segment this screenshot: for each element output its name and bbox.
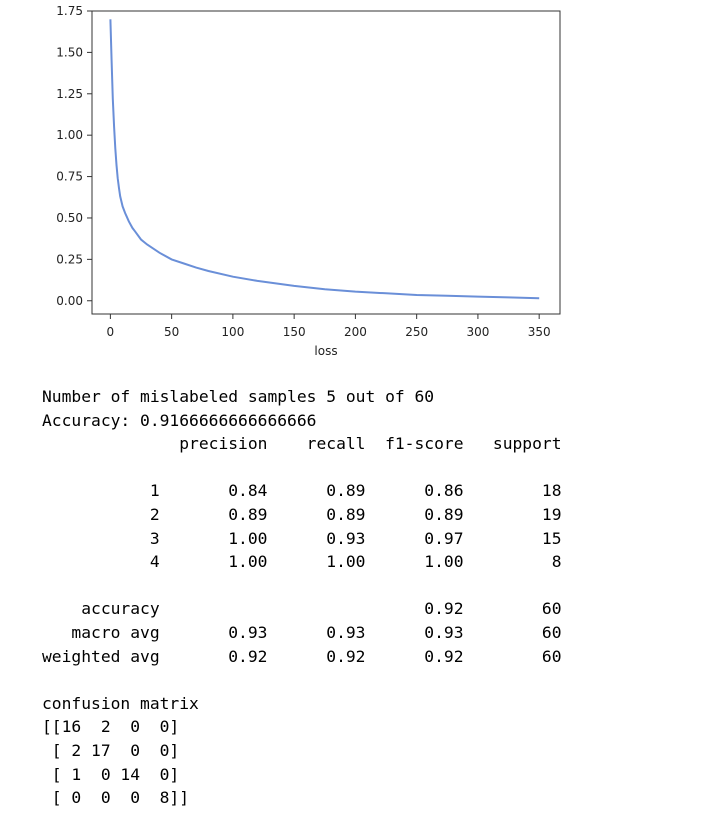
y-tick-label: 0.00 xyxy=(56,294,83,308)
plot-frame xyxy=(91,10,561,315)
loss-curve-line xyxy=(109,19,540,300)
x-tick-label: 350 xyxy=(528,325,551,339)
x-tick-label: 150 xyxy=(283,325,306,339)
loss-chart: 0 50 100 150 200 250 300 350 0.00 0.25 0.50 0.75 1.… xyxy=(56,4,561,358)
y-tick-label: 1.50 xyxy=(56,45,83,59)
x-tick-label: 0 xyxy=(107,325,115,339)
x-tick-label: 200 xyxy=(344,325,367,339)
x-tick-label: 250 xyxy=(405,325,428,339)
y-tick-label: 0.75 xyxy=(56,170,83,184)
x-tick-label: 300 xyxy=(466,325,489,339)
y-tick-label: 1.75 xyxy=(56,4,83,18)
confusion-title: confusion matrix xyxy=(42,693,199,713)
report-rows: 1 0.84 0.89 0.86 18 2 0.89 0.89 0.89 19 … xyxy=(149,481,562,572)
y-tick-label: 0.25 xyxy=(56,252,83,266)
report-summary: accuracy 0.92 60 macro avg 0.93 0.93 0.9… xyxy=(42,599,562,666)
confusion-matrix: [[16 2 0 0] [ 2 17 0 0] [ 1 0 14 0] [ 0 … xyxy=(42,717,190,808)
x-tick-label: 100 xyxy=(221,325,244,339)
y-tick-label: 1.25 xyxy=(56,87,83,101)
report-header: precision recall f1-score support xyxy=(42,434,562,454)
console-output: Number of mislabeled samples 5 out of 60… xyxy=(42,385,562,810)
x-axis-label: loss xyxy=(314,344,337,358)
x-axis: 0 50 100 150 200 250 300 350 xyxy=(107,314,551,339)
x-tick-label: 50 xyxy=(164,325,179,339)
y-axis: 0.00 0.25 0.50 0.75 1.00 1.25 1.50 1.75 xyxy=(56,4,92,308)
y-tick-label: 0.50 xyxy=(56,211,83,225)
y-tick-label: 1.00 xyxy=(56,128,83,142)
accuracy-line: Accuracy: 0.9166666666666666 xyxy=(42,410,317,430)
mislabeled-line: Number of mislabeled samples 5 out of 60 xyxy=(42,387,435,406)
